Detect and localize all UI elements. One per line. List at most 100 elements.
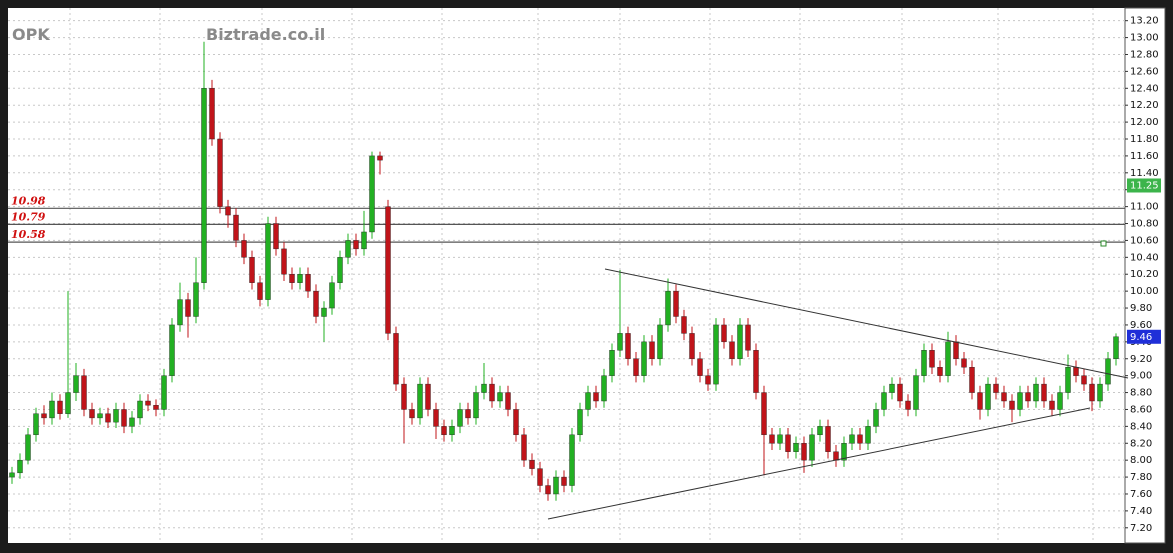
- lower-trend-line: [547, 407, 1091, 520]
- candle-body: [305, 274, 311, 292]
- candle-body: [257, 282, 263, 300]
- candle-body: [585, 392, 591, 410]
- candle-body: [481, 383, 487, 393]
- vertical-grid: [69, 8, 1094, 543]
- candle-body: [809, 434, 815, 461]
- y-tick-label: 7.60: [1130, 489, 1152, 500]
- candle-body: [129, 417, 135, 427]
- candle-body: [433, 409, 439, 427]
- y-tick-label: 8.60: [1130, 404, 1152, 415]
- candle-body: [89, 409, 95, 419]
- candle-body: [673, 290, 679, 317]
- candle-body: [201, 88, 207, 283]
- candle-body: [625, 333, 631, 359]
- candle-body: [1049, 400, 1055, 410]
- level-label: 10.98: [11, 194, 46, 207]
- candle-body: [641, 341, 647, 376]
- price-tag-label: 11.25: [1130, 180, 1159, 191]
- candle-body: [1105, 358, 1111, 385]
- y-tick-label: 7.80: [1130, 472, 1152, 483]
- candle-body: [169, 324, 175, 376]
- candle-body: [793, 443, 799, 452]
- candle-body: [393, 333, 399, 385]
- candle-body: [913, 375, 919, 410]
- candle-body: [17, 459, 23, 474]
- candle-body: [385, 206, 391, 334]
- candle-body: [505, 392, 511, 410]
- candle-body: [377, 155, 383, 161]
- candle-body: [1041, 383, 1047, 402]
- y-tick-label: 11.80: [1130, 134, 1159, 145]
- y-tick-label: 12.60: [1130, 66, 1159, 77]
- candle-body: [609, 350, 615, 376]
- candle-body: [745, 324, 751, 351]
- candle-body: [553, 476, 559, 495]
- grid-layer: [8, 20, 1125, 529]
- candle-body: [321, 307, 327, 317]
- candles-layer: [9, 41, 1119, 501]
- y-tick-label: 12.80: [1130, 49, 1159, 60]
- candle-body: [1113, 336, 1119, 359]
- y-tick-label: 10.40: [1130, 252, 1159, 263]
- candle-body: [161, 375, 167, 410]
- candle-body: [337, 257, 343, 283]
- candle-body: [105, 413, 111, 423]
- candle-body: [977, 392, 983, 410]
- candle-body: [473, 392, 479, 419]
- candle-body: [649, 341, 655, 359]
- candle-body: [1065, 367, 1071, 393]
- candle-body: [265, 223, 271, 300]
- candle-body: [273, 223, 279, 250]
- upper-trend-line: [604, 268, 1129, 379]
- candle-body: [401, 383, 407, 410]
- candle-body: [513, 409, 519, 436]
- candle-body: [353, 240, 359, 250]
- candle-body: [833, 451, 839, 461]
- candle-body: [681, 316, 687, 334]
- candle-body: [113, 409, 119, 423]
- plot-area: [8, 8, 1125, 543]
- candle-body: [289, 274, 295, 283]
- candle-body: [881, 392, 887, 410]
- candle-body: [705, 375, 711, 385]
- candle-body: [777, 434, 783, 444]
- candle-body: [345, 240, 351, 258]
- candle-body: [665, 290, 671, 326]
- symbol: OPK: [12, 25, 50, 44]
- candle-body: [825, 426, 831, 452]
- candle-body: [465, 409, 471, 419]
- y-tick-label: 9.60: [1130, 320, 1152, 331]
- y-tick-label: 8.20: [1130, 438, 1152, 449]
- candle-body: [761, 392, 767, 436]
- candle-body: [177, 299, 183, 326]
- candle-body: [249, 257, 255, 283]
- candle-body: [417, 383, 423, 419]
- candle-body: [889, 383, 895, 393]
- candle-body: [1081, 375, 1087, 385]
- candle-body: [313, 290, 319, 317]
- candle-body: [857, 434, 863, 444]
- y-tick-label: 10.60: [1130, 235, 1159, 246]
- y-tick-label: 12.00: [1130, 117, 1159, 128]
- candle-body: [145, 400, 151, 406]
- y-tick-label: 9.20: [1130, 354, 1152, 365]
- candle-body: [817, 426, 823, 436]
- candle-body: [721, 324, 727, 343]
- candle-body: [985, 383, 991, 410]
- candle-body: [457, 409, 463, 427]
- candle-body: [865, 426, 871, 444]
- candle-body: [769, 434, 775, 444]
- candle-body: [81, 375, 87, 410]
- candle-body: [233, 214, 239, 241]
- candle-body: [33, 413, 39, 436]
- candle-body: [617, 333, 623, 351]
- candle-body: [193, 282, 199, 317]
- candle-body: [1089, 383, 1095, 402]
- y-tick-label: 11.00: [1130, 202, 1159, 213]
- candle-body: [969, 367, 975, 393]
- candle-body: [561, 476, 567, 486]
- candle-body: [137, 400, 143, 419]
- candle-body: [489, 383, 495, 402]
- candle-body: [905, 400, 911, 410]
